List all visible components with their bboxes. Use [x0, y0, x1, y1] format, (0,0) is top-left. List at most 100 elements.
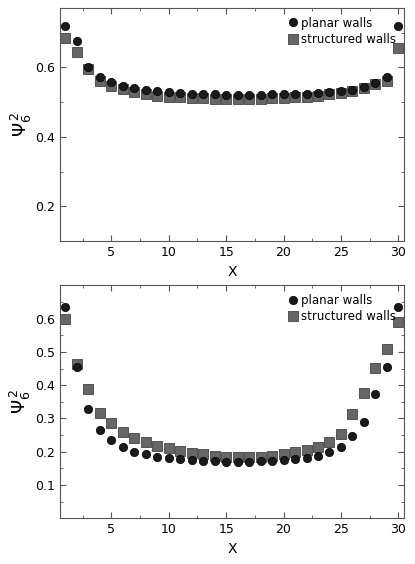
planar walls: [373, 390, 378, 397]
structured walls: [304, 93, 309, 100]
structured walls: [201, 95, 206, 102]
structured walls: [109, 82, 114, 89]
planar walls: [235, 91, 240, 98]
structured walls: [166, 445, 171, 452]
planar walls: [224, 459, 229, 465]
planar walls: [201, 91, 206, 98]
planar walls: [258, 457, 263, 464]
Line: planar walls: planar walls: [61, 21, 403, 99]
structured walls: [258, 95, 263, 102]
structured walls: [86, 386, 91, 393]
planar walls: [315, 452, 320, 459]
planar walls: [189, 457, 194, 464]
planar walls: [143, 451, 148, 457]
structured walls: [315, 92, 320, 99]
structured walls: [304, 447, 309, 453]
structured walls: [109, 420, 114, 427]
structured walls: [247, 95, 251, 102]
planar walls: [86, 405, 91, 412]
structured walls: [120, 86, 125, 92]
structured walls: [201, 451, 206, 458]
structured walls: [224, 95, 229, 102]
structured walls: [350, 87, 355, 94]
Legend: planar walls, structured walls: planar walls, structured walls: [287, 14, 398, 49]
planar walls: [212, 91, 217, 98]
structured walls: [247, 454, 251, 461]
structured walls: [293, 449, 298, 456]
structured walls: [384, 345, 389, 352]
structured walls: [155, 442, 160, 449]
Y-axis label: $\Psi_6^{\,2}$: $\Psi_6^{\,2}$: [8, 389, 34, 415]
structured walls: [74, 360, 79, 367]
X-axis label: X: X: [227, 541, 237, 556]
planar walls: [304, 455, 309, 461]
structured walls: [132, 434, 137, 441]
planar walls: [281, 457, 286, 464]
planar walls: [304, 90, 309, 97]
planar walls: [201, 457, 206, 464]
structured walls: [189, 95, 194, 102]
structured walls: [396, 45, 401, 52]
structured walls: [293, 94, 298, 100]
planar walls: [270, 91, 275, 98]
structured walls: [212, 95, 217, 102]
structured walls: [373, 81, 378, 87]
planar walls: [212, 457, 217, 464]
planar walls: [63, 23, 68, 29]
structured walls: [258, 453, 263, 460]
planar walls: [293, 456, 298, 462]
Line: structured walls: structured walls: [61, 315, 403, 462]
planar walls: [120, 443, 125, 450]
structured walls: [178, 94, 183, 100]
structured walls: [396, 319, 401, 325]
planar walls: [258, 91, 263, 98]
structured walls: [98, 409, 103, 416]
structured walls: [63, 316, 68, 323]
structured walls: [361, 85, 366, 91]
structured walls: [270, 452, 275, 459]
Y-axis label: $\Psi_6^{\,2}$: $\Psi_6^{\,2}$: [8, 112, 34, 137]
structured walls: [384, 77, 389, 84]
planar walls: [270, 457, 275, 464]
planar walls: [74, 38, 79, 45]
planar walls: [63, 303, 68, 310]
planar walls: [143, 87, 148, 94]
planar walls: [293, 91, 298, 98]
planar walls: [74, 364, 79, 371]
structured walls: [315, 444, 320, 451]
planar walls: [361, 84, 366, 91]
planar walls: [281, 91, 286, 98]
structured walls: [350, 410, 355, 417]
structured walls: [178, 448, 183, 455]
planar walls: [396, 23, 401, 29]
planar walls: [327, 89, 332, 96]
structured walls: [281, 451, 286, 457]
planar walls: [132, 448, 137, 455]
X-axis label: X: X: [227, 265, 237, 279]
planar walls: [247, 91, 251, 98]
structured walls: [143, 439, 148, 446]
planar walls: [315, 90, 320, 96]
planar walls: [166, 455, 171, 461]
planar walls: [235, 459, 240, 465]
structured walls: [224, 453, 229, 460]
planar walls: [109, 79, 114, 86]
Line: planar walls: planar walls: [61, 303, 403, 466]
structured walls: [339, 431, 344, 438]
structured walls: [270, 95, 275, 102]
planar walls: [86, 64, 91, 70]
structured walls: [63, 34, 68, 41]
structured walls: [120, 429, 125, 435]
structured walls: [98, 78, 103, 85]
structured walls: [74, 49, 79, 55]
structured walls: [132, 89, 137, 95]
Line: structured walls: structured walls: [61, 33, 403, 104]
structured walls: [361, 389, 366, 396]
structured walls: [281, 95, 286, 102]
structured walls: [166, 93, 171, 100]
planar walls: [178, 456, 183, 462]
structured walls: [86, 66, 91, 73]
structured walls: [235, 454, 240, 461]
planar walls: [98, 74, 103, 81]
planar walls: [373, 80, 378, 86]
